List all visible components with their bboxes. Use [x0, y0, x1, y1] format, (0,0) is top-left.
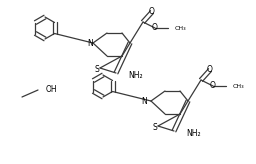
Text: O: O	[210, 82, 216, 91]
Text: CH₃: CH₃	[175, 25, 187, 31]
Text: CH₃: CH₃	[233, 83, 245, 89]
Text: N: N	[87, 39, 93, 48]
Text: O: O	[149, 8, 155, 17]
Text: S: S	[153, 123, 157, 133]
Text: S: S	[95, 65, 99, 74]
Text: N: N	[141, 96, 147, 105]
Text: O: O	[207, 65, 213, 74]
Text: OH: OH	[46, 84, 58, 93]
Text: O: O	[152, 23, 158, 32]
Text: NH₂: NH₂	[186, 130, 201, 139]
Text: NH₂: NH₂	[128, 72, 143, 81]
